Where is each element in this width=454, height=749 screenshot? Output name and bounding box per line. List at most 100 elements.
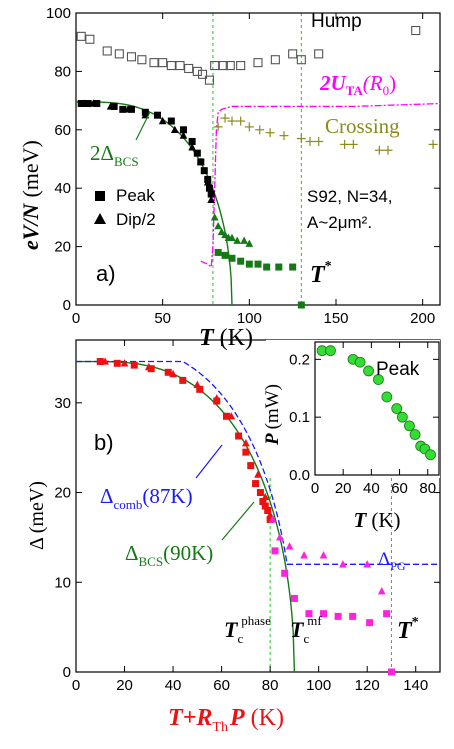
panel-a-tstar: T* xyxy=(310,259,332,288)
data-point xyxy=(254,470,262,478)
data-point xyxy=(222,412,230,420)
panel-a-ylabel-unit: (meV) xyxy=(18,140,43,197)
sample-info-line2: A~2μm². xyxy=(307,213,372,232)
two-delta-bcs-label: 2ΔBCS xyxy=(90,141,139,169)
y-tick-label: 0 xyxy=(63,664,71,681)
panel-b-xlabel: T+RThP (K) xyxy=(168,705,284,735)
delta-bcs-sub: BCS xyxy=(139,554,164,569)
x-tick-label: 50 xyxy=(154,310,171,327)
y-tick-label: 0.2 xyxy=(289,351,310,368)
panel-b-xlabel-main: T+R xyxy=(168,705,212,731)
panel-a-xlabel: T (K) xyxy=(199,325,253,351)
two-u-ta-label: 2UTA(R0) xyxy=(319,71,396,98)
data-point xyxy=(297,301,305,309)
data-point xyxy=(158,58,168,68)
x-tick-label: 20 xyxy=(116,677,133,694)
x-tick-label: 200 xyxy=(410,310,435,327)
data-point xyxy=(221,230,229,239)
comb-curve xyxy=(76,360,440,565)
data-point xyxy=(296,55,306,65)
data-point xyxy=(261,492,270,501)
data-point xyxy=(144,362,153,371)
tc-phase-sub: c xyxy=(237,631,243,646)
data-point xyxy=(235,432,243,440)
y-tick-label: 80 xyxy=(54,63,71,80)
tc-mf-label: Tc mf xyxy=(290,613,322,646)
y-tick-label: 0.1 xyxy=(289,409,310,426)
x-tick-label: 20 xyxy=(335,480,352,497)
data-point xyxy=(77,100,85,108)
data-point xyxy=(200,167,208,175)
data-point xyxy=(101,357,109,365)
panel-b-xlabel-sub: Th xyxy=(212,720,228,735)
data-point xyxy=(252,480,260,488)
y-tick-label: 10 xyxy=(54,574,71,591)
panel-a-xlabel-unit: (K) xyxy=(220,325,253,351)
legend-peak-label: Peak xyxy=(116,186,155,205)
x-tick-label: 60 xyxy=(213,677,230,694)
data-point xyxy=(114,49,124,59)
data-point xyxy=(383,610,391,618)
data-point xyxy=(242,438,250,447)
delta-comb-main: Δ xyxy=(100,484,114,508)
two-delta-bcs-sub: BCS xyxy=(114,154,139,169)
inset-ticks: 0 20 40 60 80 0.0 0.1 0.2 xyxy=(289,342,439,497)
panel-b-tstar-main: T xyxy=(397,618,413,644)
data-point xyxy=(214,221,222,230)
inset-xlabel-main: T xyxy=(354,508,368,532)
two-u-ta-main: 2U xyxy=(319,71,348,95)
panel-b-frame xyxy=(75,339,441,673)
data-point xyxy=(339,560,347,568)
panel-a-marks xyxy=(76,25,438,309)
data-point xyxy=(233,236,242,244)
data-point xyxy=(391,403,403,414)
delta-bcs-label: ΔBCS(90K) xyxy=(125,541,213,569)
inset-ylabel: P (mW) xyxy=(262,384,283,446)
x-tick-label: 140 xyxy=(403,677,428,694)
inset-ylabel-main: P xyxy=(262,433,283,446)
data-point xyxy=(242,448,250,456)
x-tick-label: 100 xyxy=(306,677,331,694)
x-tick-label: 0 xyxy=(311,480,319,497)
data-point xyxy=(175,61,185,71)
data-point xyxy=(80,99,89,107)
panel-a-xlabel-main: T xyxy=(199,325,215,351)
x-tick-label: 150 xyxy=(323,310,348,327)
hump-label: Hump xyxy=(311,11,362,32)
x-tick-label: 100 xyxy=(237,310,262,327)
data-point xyxy=(164,368,172,376)
inset-frame xyxy=(314,341,440,476)
data-point xyxy=(245,260,253,268)
data-point xyxy=(137,55,147,65)
two-u-ta-arg: (R xyxy=(363,71,383,95)
data-point xyxy=(179,126,187,134)
delta-pg-label: ΔPG xyxy=(378,549,406,573)
data-point xyxy=(212,394,221,402)
panel-a-ylabel: eV/N (meV) xyxy=(18,140,43,250)
data-point xyxy=(373,374,384,385)
data-point xyxy=(106,102,115,110)
data-point xyxy=(256,489,264,497)
x-tick-label: 40 xyxy=(363,480,380,497)
inset-panel: 0 20 40 60 80 0.0 0.1 0.2 Peak P (mW) T (K) xyxy=(262,340,440,532)
panel-a-frame xyxy=(75,12,441,306)
data-point xyxy=(127,105,135,113)
data-point xyxy=(275,533,284,541)
data-point xyxy=(85,34,95,44)
data-point xyxy=(259,498,267,506)
u-ta-curve xyxy=(200,102,441,269)
inset-xlabel: T (K) xyxy=(354,508,401,532)
data-point xyxy=(240,236,248,244)
y-tick-label: 40 xyxy=(54,180,71,197)
data-point xyxy=(153,111,161,119)
two-u-ta-close: ) xyxy=(389,71,396,95)
data-point xyxy=(169,369,177,378)
y-tick-label: 100 xyxy=(46,5,71,22)
data-point xyxy=(270,55,280,65)
data-point xyxy=(381,391,393,403)
data-point xyxy=(363,365,374,377)
data-point xyxy=(214,248,222,256)
inset-title: Peak xyxy=(376,359,420,380)
